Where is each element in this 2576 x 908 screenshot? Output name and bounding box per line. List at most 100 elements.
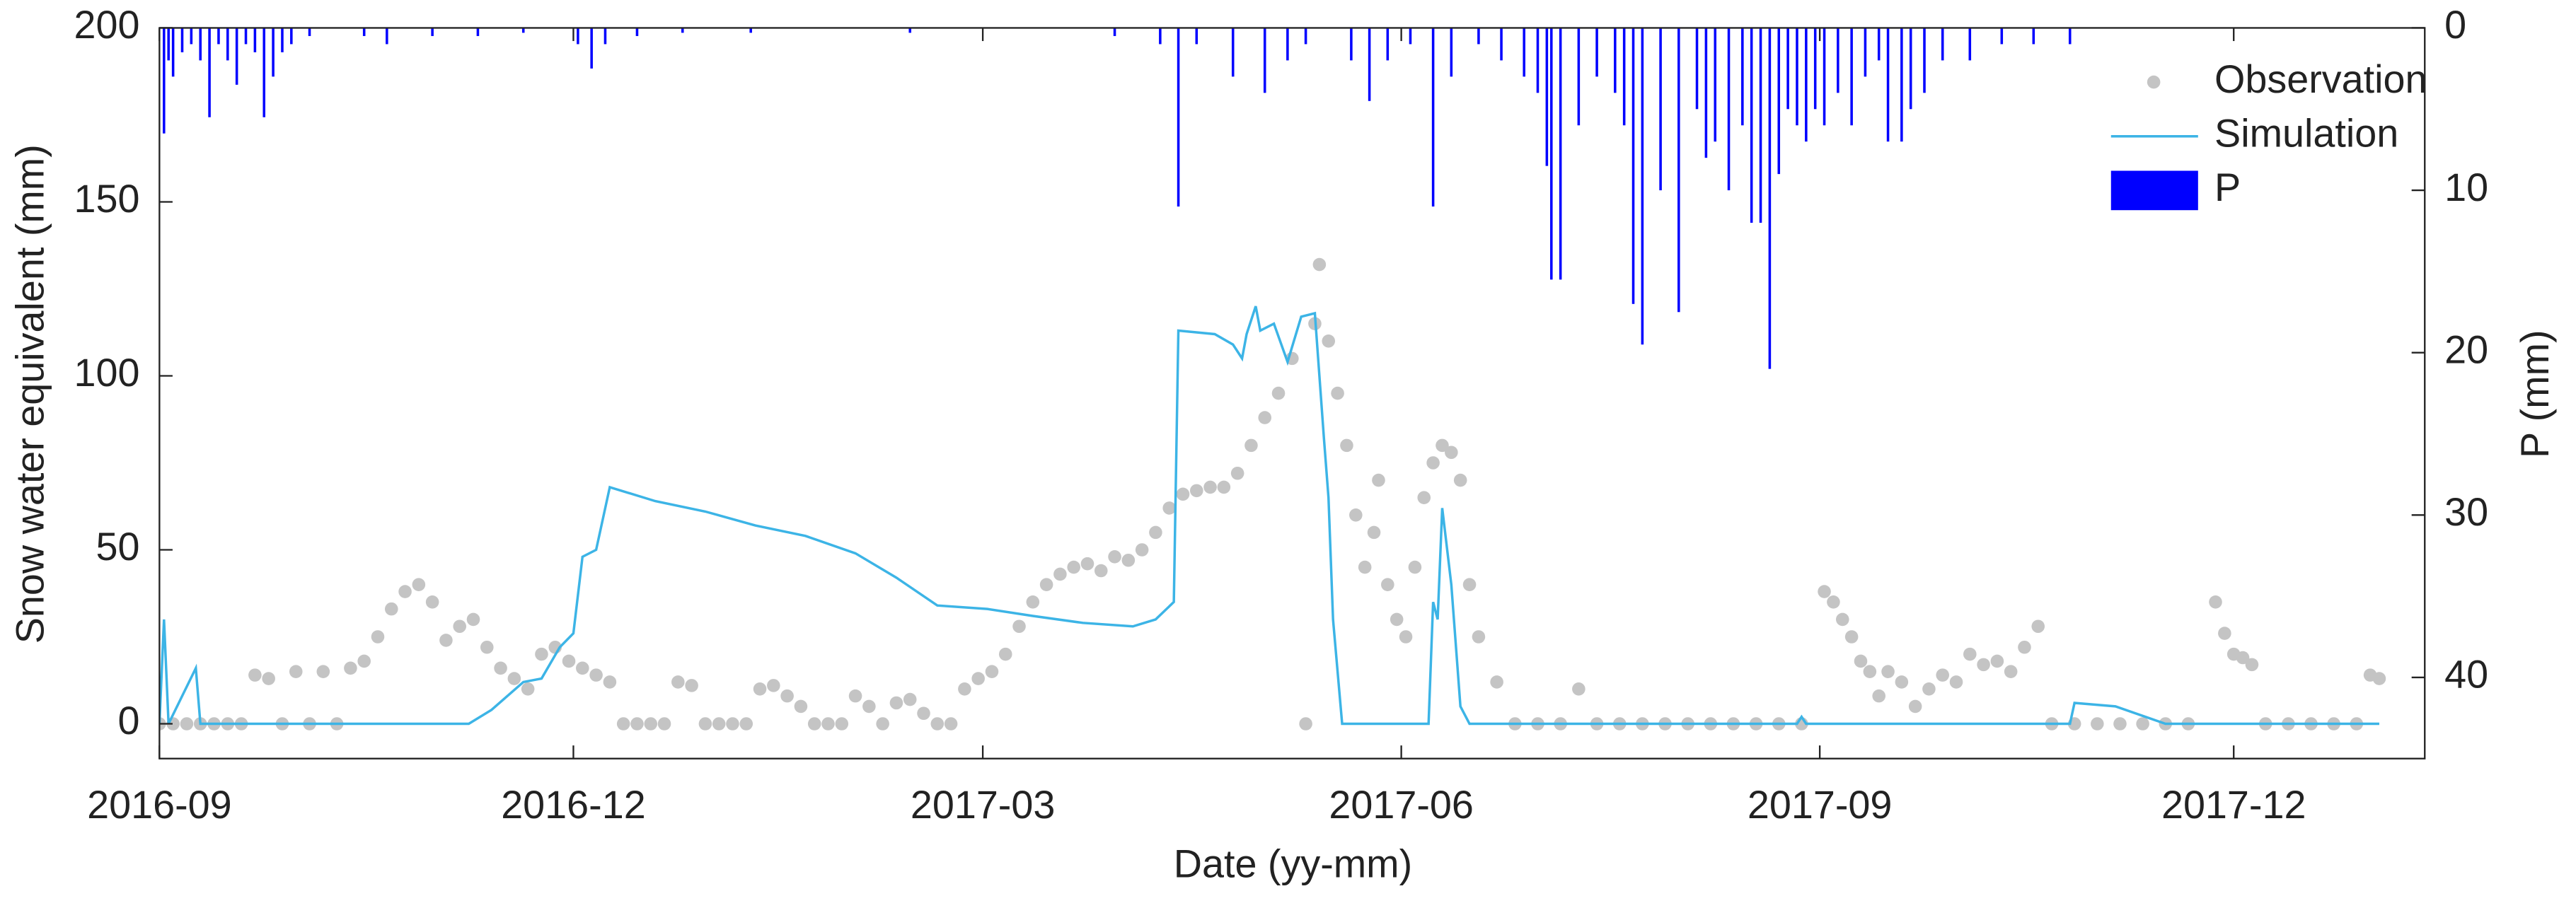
- observation-point: [1372, 473, 1385, 487]
- observation-point: [1417, 491, 1431, 504]
- precip-bar: [1409, 28, 1412, 45]
- observation-point: [1408, 560, 1422, 574]
- precip-bar: [1968, 28, 1972, 61]
- observation-point: [726, 717, 739, 731]
- observation-point: [712, 717, 726, 731]
- precip-bar: [749, 28, 752, 33]
- observation-point: [1835, 612, 1849, 627]
- observation-point: [1472, 630, 1486, 644]
- precip-bar: [180, 28, 184, 52]
- observation-point: [1067, 560, 1080, 574]
- precip-bar: [590, 28, 593, 69]
- observation-point: [521, 682, 535, 696]
- observation-point: [589, 668, 603, 682]
- y2-axis-label: P (mm): [2513, 330, 2557, 458]
- observation-point: [616, 717, 630, 731]
- observation-point: [1881, 665, 1895, 678]
- observation-point: [1977, 658, 1990, 672]
- observation-point: [398, 585, 412, 598]
- legend-marker: [2147, 75, 2161, 89]
- observation-point: [685, 679, 698, 692]
- y-axis-label: Snow water equivalent (mm): [8, 144, 52, 644]
- observation-point: [262, 672, 275, 685]
- precip-bar: [1641, 28, 1644, 345]
- observation-point: [630, 717, 644, 731]
- plot-area: [159, 28, 2386, 731]
- observation-point: [576, 661, 589, 675]
- precip-bar: [1796, 28, 1798, 126]
- observation-point: [794, 699, 808, 714]
- observation-point: [507, 672, 521, 685]
- y2-tick-label: 40: [2444, 653, 2488, 697]
- precip-bar: [1304, 28, 1307, 45]
- observation-point: [2091, 717, 2104, 731]
- precip-bar: [1350, 28, 1353, 61]
- precip-bar: [262, 28, 266, 117]
- observation-point: [1080, 557, 1094, 571]
- precip-bar: [1286, 28, 1289, 61]
- observation-point: [821, 717, 835, 731]
- plot-frame: [158, 27, 2426, 759]
- precip-bar: [1695, 28, 1699, 110]
- x-tick-label: 2016-09: [87, 783, 231, 827]
- precip-bar: [476, 28, 480, 36]
- precip-bar: [2032, 28, 2035, 45]
- precip-bar: [1805, 28, 1808, 142]
- precip-bar: [208, 28, 211, 117]
- y2-tick-label: 0: [2444, 3, 2466, 47]
- precip-bar: [167, 28, 170, 61]
- y2-tick-label: 30: [2444, 490, 2488, 534]
- observation-point: [1490, 675, 1503, 689]
- observation-point: [1908, 699, 1922, 714]
- observation-point: [1108, 550, 1121, 564]
- observation-point: [439, 634, 453, 647]
- precip-bar: [2068, 28, 2072, 45]
- observation-point: [1949, 675, 1963, 689]
- observation-point: [1572, 682, 1586, 696]
- y-tick-label: 100: [74, 351, 140, 395]
- simulation-line: [159, 305, 2379, 726]
- precip-bar: [217, 28, 220, 45]
- precip-bar: [226, 28, 229, 61]
- precip-bar: [235, 28, 238, 85]
- precip-bar: [1536, 28, 1540, 93]
- observation-point: [1426, 456, 1440, 470]
- observation-point: [644, 717, 658, 731]
- observation-point: [1176, 487, 1190, 501]
- observation-point: [1230, 466, 1244, 480]
- precip-bar: [521, 28, 525, 33]
- observation-point: [753, 682, 767, 696]
- observation-point: [2245, 658, 2259, 672]
- precip-bar: [1704, 28, 1708, 158]
- observation-point: [344, 661, 357, 675]
- y-tick-label: 50: [96, 525, 140, 569]
- observation-point: [958, 682, 971, 696]
- precip-bar: [1368, 28, 1371, 101]
- observation-point: [2136, 717, 2149, 731]
- precip-bar: [281, 28, 284, 52]
- observation-point: [1436, 438, 1449, 453]
- precip-bar: [386, 28, 388, 45]
- precip-bar: [1550, 28, 1553, 280]
- observation-point: [1462, 578, 1477, 591]
- precip-bar: [1113, 28, 1116, 36]
- observation-point: [1936, 668, 1950, 682]
- precip-bar: [1886, 28, 1890, 142]
- precip-bar: [1631, 28, 1635, 304]
- observation-point: [1271, 386, 1286, 400]
- precip-bar: [190, 28, 193, 45]
- observation-point: [767, 679, 780, 692]
- y-tick-label: 150: [74, 177, 140, 221]
- precip-bar: [1777, 28, 1781, 175]
- precip-bar: [908, 28, 911, 33]
- observation-point: [1217, 480, 1231, 494]
- y2-tick-label: 20: [2444, 327, 2488, 371]
- observation-point: [1053, 567, 1067, 581]
- precip-bar: [308, 28, 311, 36]
- observation-point: [1349, 508, 1363, 522]
- observation-point: [2031, 619, 2045, 634]
- precip-bar: [1714, 28, 1717, 142]
- precip-bar: [199, 28, 202, 61]
- observation-point: [848, 689, 862, 703]
